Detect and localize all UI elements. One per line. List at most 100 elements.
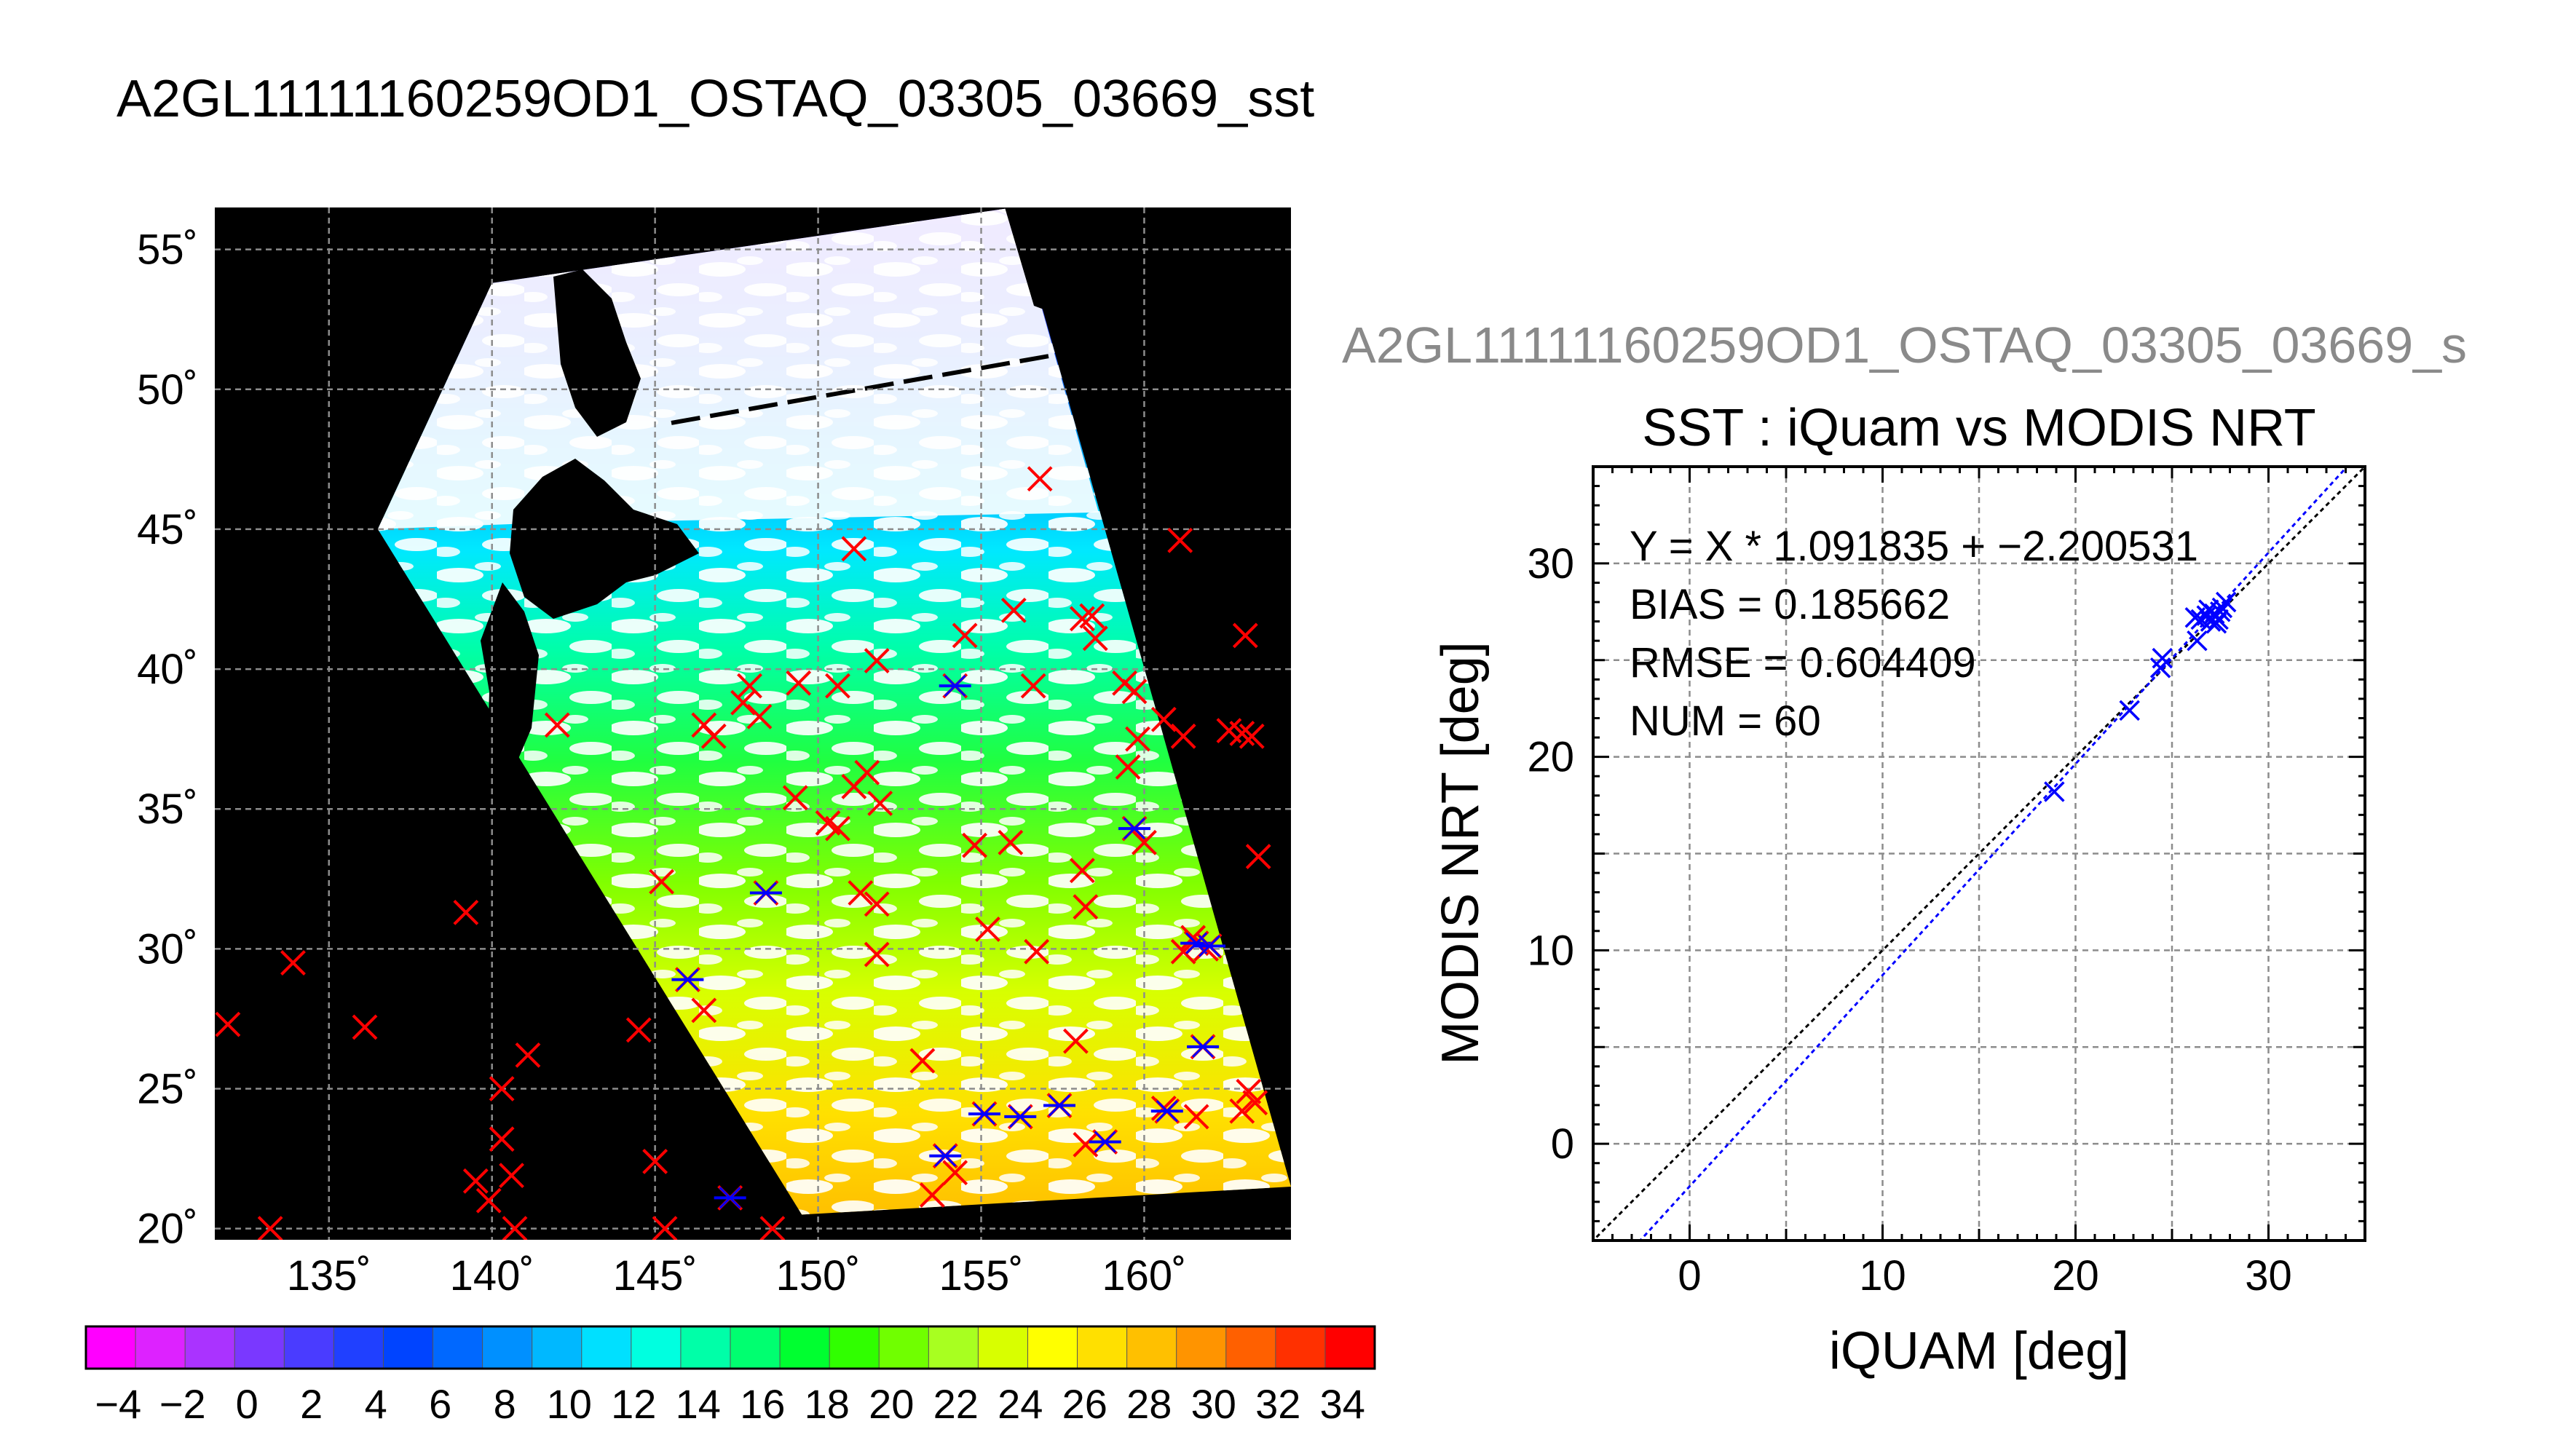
colorbar-tick-label: −4	[95, 1381, 141, 1427]
colorbar-cell	[1225, 1326, 1276, 1369]
lat-tick-label: 35˚	[137, 786, 198, 833]
colorbar-cell	[85, 1326, 137, 1369]
matchup-marker	[749, 880, 782, 906]
scatter-point	[2152, 647, 2173, 669]
lat-tick-label: 55˚	[137, 226, 198, 274]
colorbar-tick-label: 26	[1062, 1381, 1107, 1427]
colorbar-cell	[1275, 1326, 1326, 1369]
colorbar-tick-label: 6	[429, 1381, 451, 1427]
y-tick-label: 30	[1527, 540, 1574, 587]
longitude-tick-labels: 135˚ 140˚ 145˚ 150˚ 155˚ 160˚	[287, 1252, 1187, 1299]
colorbar-frame	[84, 1325, 1376, 1370]
colorbar-tick-label: −2	[159, 1381, 206, 1427]
in-situ-marker	[1069, 606, 1095, 632]
colorbar-cell	[135, 1326, 186, 1369]
colorbar-cell	[1176, 1326, 1227, 1369]
in-situ-marker	[1082, 625, 1108, 652]
lon-tick-label: 140˚	[450, 1252, 534, 1299]
matchup-marker	[929, 1143, 962, 1169]
in-situ-marker	[489, 1076, 515, 1101]
in-situ-marker	[453, 899, 479, 925]
in-situ-marker	[475, 1187, 502, 1214]
in-situ-marker	[544, 712, 570, 738]
colorbar-tick-label: 22	[933, 1381, 979, 1427]
scatter-point	[2187, 630, 2208, 652]
x-tick-label: 10	[1859, 1252, 1906, 1299]
colorbar-cell	[581, 1326, 632, 1369]
colorbar-tick-label: 34	[1320, 1381, 1365, 1427]
in-situ-marker	[502, 1216, 528, 1240]
scatter-point	[2198, 599, 2219, 620]
stats-annotation: BIAS = 0.185662	[1630, 581, 1950, 628]
in-situ-marker	[649, 869, 675, 895]
colorbar-cell	[1324, 1326, 1376, 1369]
in-situ-marker	[700, 723, 727, 749]
colorbar-cell	[977, 1326, 1029, 1369]
in-situ-marker	[1062, 1028, 1089, 1054]
in-situ-marker	[462, 1168, 489, 1194]
scatter-point	[2119, 700, 2140, 721]
y-tick-label: 10	[1527, 927, 1574, 974]
lat-tick-label: 40˚	[137, 646, 198, 693]
scatter-ticks	[1592, 465, 2366, 1242]
hokkaido-land	[510, 459, 699, 619]
lon-tick-label: 155˚	[939, 1252, 1023, 1299]
in-situ-marker	[1000, 597, 1027, 623]
colorbar-tick-label: 18	[805, 1381, 850, 1427]
in-situ-marker	[1027, 466, 1053, 492]
in-situ-marker	[1079, 603, 1105, 629]
in-situ-marker	[952, 622, 978, 649]
y-tick-labels: 0 10 20 30	[1527, 540, 1574, 1168]
in-situ-marker	[642, 1148, 668, 1174]
scatter-title: SST : iQuam vs MODIS NRT	[1642, 399, 2316, 457]
in-situ-marker	[652, 1216, 678, 1240]
latitude-tick-labels: 20˚ 25˚ 30˚ 35˚ 40˚ 45˚ 50˚ 55˚	[137, 226, 198, 1253]
stats-annotation: RMSE = 0.604409	[1630, 639, 1976, 687]
in-situ-marker	[1132, 829, 1157, 855]
in-situ-marker	[691, 997, 717, 1024]
in-situ-marker	[864, 648, 890, 673]
scatter-point	[2215, 591, 2237, 613]
colorbar-cell	[680, 1326, 732, 1369]
in-situ-marker	[489, 1126, 515, 1152]
in-situ-marker	[786, 670, 812, 696]
lat-tick-label: 30˚	[137, 925, 198, 973]
in-situ-marker	[942, 1160, 968, 1186]
in-situ-marker	[1245, 844, 1271, 869]
colorbar-tick-label: 4	[365, 1381, 387, 1427]
colorbar-tick-label: 30	[1191, 1381, 1236, 1427]
colorbar-cell	[1027, 1326, 1078, 1369]
colorbar-cell	[829, 1326, 880, 1369]
in-situ-marker	[841, 774, 867, 799]
honshu-land	[481, 582, 539, 779]
in-situ-marker	[1150, 706, 1177, 732]
scatter-point	[2196, 605, 2217, 626]
x-tick-label: 20	[2052, 1252, 2099, 1299]
colorbar-tick-label: 12	[611, 1381, 656, 1427]
y-tick-label: 0	[1551, 1120, 1574, 1168]
in-situ-marker	[1236, 1078, 1262, 1104]
in-situ-marker	[1229, 721, 1255, 746]
x-tick-label: 30	[2245, 1252, 2292, 1299]
matchup-marker	[1118, 815, 1151, 842]
sakhalin-land	[553, 269, 641, 437]
identity-line	[1593, 467, 2365, 1241]
matchup-marker	[939, 673, 971, 699]
regression-line	[1638, 467, 2349, 1241]
matchup-marker	[1089, 1129, 1121, 1155]
in-situ-marker	[864, 891, 890, 917]
in-situ-marker	[730, 689, 756, 716]
scatter-points	[2044, 591, 2237, 802]
lon-tick-label: 160˚	[1102, 1252, 1186, 1299]
colorbar-cell	[283, 1326, 335, 1369]
scatter-point	[2044, 781, 2065, 802]
colorbar-cell	[730, 1326, 781, 1369]
kamchatka-land	[1005, 207, 1291, 408]
in-situ-marker	[1069, 858, 1095, 884]
in-situ-marker	[1232, 622, 1258, 649]
in-situ-marker	[867, 791, 893, 816]
sst-map-panel: 135˚ 140˚ 145˚ 150˚ 155˚ 160˚ 20˚ 25˚ 30˚ 35˚ 40˚…	[137, 207, 1291, 1299]
in-situ-marker	[1242, 1090, 1268, 1116]
lat-tick-label: 20˚	[137, 1206, 198, 1253]
